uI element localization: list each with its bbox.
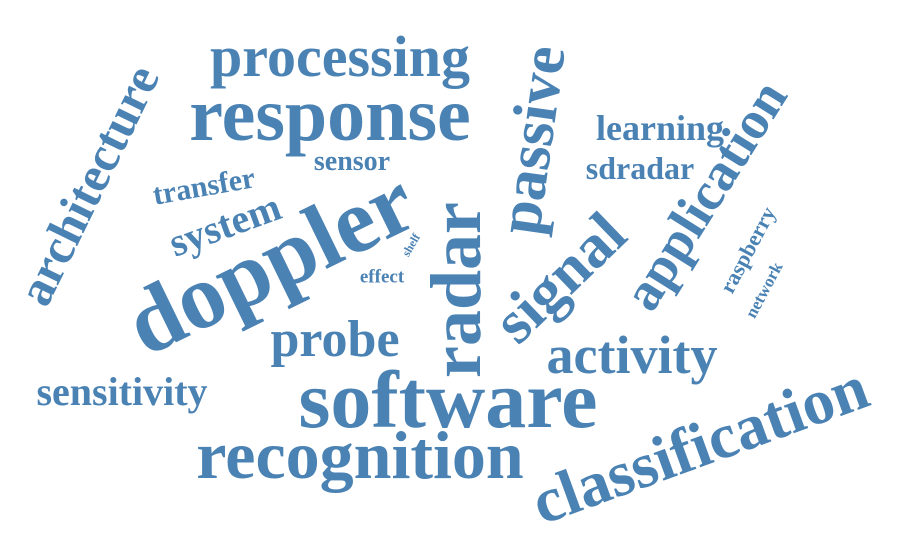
word-sensitivity: sensitivity xyxy=(36,369,208,414)
word-response: response xyxy=(189,73,471,157)
word-recognition: recognition xyxy=(196,417,524,493)
word-activity: activity xyxy=(546,325,718,385)
word-effect: effect xyxy=(359,266,405,288)
word-software: software xyxy=(298,354,598,445)
word-learning: learning xyxy=(595,108,725,148)
word-probe: probe xyxy=(270,311,400,368)
word-processing: processing xyxy=(210,24,470,89)
word-radar: radar xyxy=(416,202,496,378)
word-sensor: sensor xyxy=(313,146,391,177)
word-sdradar: sdradar xyxy=(585,150,695,186)
word-passive: passive xyxy=(485,41,579,239)
